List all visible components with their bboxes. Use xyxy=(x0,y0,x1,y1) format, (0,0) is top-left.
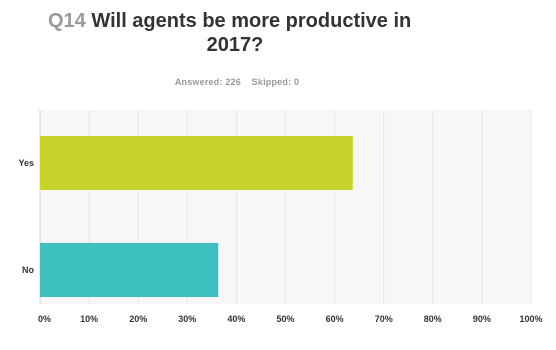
x-tick-label: 60% xyxy=(326,314,344,324)
question-title-line2: 2017? xyxy=(206,34,264,56)
x-tick-label: 0% xyxy=(38,314,51,324)
x-tick-label: 50% xyxy=(276,314,294,324)
x-tick-label: 90% xyxy=(473,314,491,324)
skipped-count: Skipped: 0 xyxy=(251,77,300,87)
chart-title: Q14 Will agents be more productive in 20… xyxy=(0,6,556,62)
category-label-yes: Yes xyxy=(18,158,34,168)
question-number: Q14 xyxy=(48,10,86,32)
x-tick-label: 80% xyxy=(424,314,442,324)
category-label-no: No xyxy=(22,265,34,275)
x-tick-label: 10% xyxy=(80,314,98,324)
x-tick-label: 40% xyxy=(227,314,245,324)
question-title-line1: Q14 Will agents be more productive in xyxy=(48,10,411,33)
x-tick-label: 30% xyxy=(178,314,196,324)
x-tick-label: 20% xyxy=(129,314,147,324)
question-text-line1: Will agents be more productive in xyxy=(91,10,412,32)
bar-no xyxy=(40,243,219,297)
response-summary: Answered: 226 Skipped: 0 xyxy=(0,77,474,87)
x-tick-label: 70% xyxy=(375,314,393,324)
bar-yes xyxy=(40,136,353,190)
x-tick-label: 100% xyxy=(519,314,542,324)
answered-count: Answered: 226 xyxy=(174,77,241,87)
